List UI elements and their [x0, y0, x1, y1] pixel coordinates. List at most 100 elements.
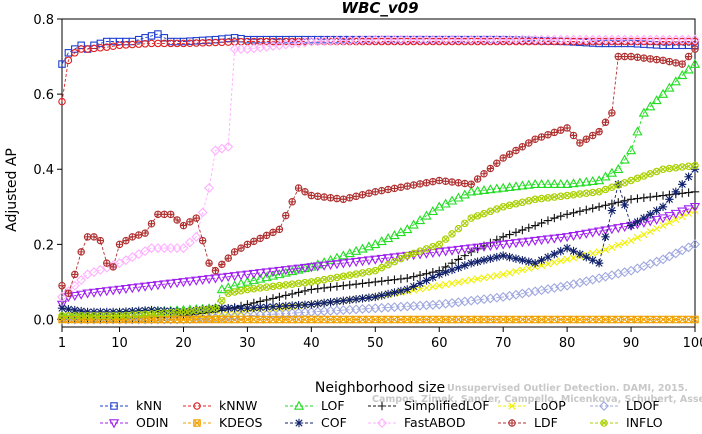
series-point — [550, 249, 559, 259]
series-point — [282, 211, 290, 220]
series-point — [448, 279, 456, 288]
series-point — [443, 236, 449, 242]
series-point — [638, 107, 649, 117]
series-point — [136, 311, 142, 318]
series-point — [645, 34, 656, 45]
series-point — [508, 419, 516, 427]
series-point — [504, 181, 515, 192]
series-point — [122, 236, 130, 245]
series-point — [684, 188, 693, 197]
series-point — [377, 418, 387, 428]
series-point — [517, 34, 528, 45]
series-point — [556, 126, 565, 134]
series-point — [71, 271, 78, 278]
series-point — [570, 192, 577, 198]
series-point — [530, 178, 541, 189]
series-point — [633, 234, 642, 242]
series-point — [229, 44, 240, 55]
series-point — [582, 135, 591, 143]
legend-item-knn: kNN — [100, 398, 162, 413]
series-point — [152, 281, 164, 291]
series-point — [473, 175, 482, 183]
series-point — [236, 304, 246, 313]
series-point — [556, 211, 565, 221]
series-point — [123, 312, 129, 318]
series-point — [91, 313, 97, 319]
series-point — [673, 165, 679, 171]
series-point — [632, 126, 643, 136]
series-point — [453, 34, 464, 45]
series-point — [250, 315, 258, 324]
axes: 1 10 20 30 40 50 60 70 80 90 100 0.0 0.2 0.4 0.6 0.8 — [33, 13, 702, 351]
series-point — [499, 270, 507, 279]
series-point — [102, 307, 111, 317]
series-point — [459, 245, 470, 255]
legend-item-lof: LOF — [285, 398, 345, 413]
series-point — [251, 286, 257, 292]
series-point — [583, 190, 589, 196]
series-point — [58, 60, 66, 68]
series-point — [268, 302, 278, 311]
series-point — [440, 34, 451, 45]
series-point — [460, 261, 470, 270]
series-point — [536, 34, 547, 45]
series-point — [614, 315, 623, 324]
series-point — [389, 253, 400, 263]
series-point — [576, 139, 584, 147]
series-point — [200, 307, 206, 313]
series-point — [518, 266, 526, 274]
series-point — [101, 287, 112, 297]
series-point — [569, 254, 578, 262]
series-point — [363, 256, 375, 266]
series-point — [626, 221, 636, 230]
series-point — [186, 218, 194, 226]
series-point — [167, 211, 174, 218]
series-point — [179, 221, 188, 230]
series-point — [639, 193, 649, 202]
series-point — [429, 283, 437, 291]
series-point — [159, 280, 170, 290]
series-point — [480, 170, 488, 178]
series-point — [371, 277, 380, 287]
series-point — [90, 233, 98, 241]
series-point — [423, 246, 430, 252]
series-point — [211, 304, 220, 312]
series-point — [69, 291, 80, 302]
series-point — [377, 291, 386, 300]
x-tick-label: 50 — [367, 336, 384, 351]
series-point — [250, 238, 258, 245]
series-point — [218, 296, 226, 305]
series-point — [77, 41, 85, 50]
series-point — [403, 285, 412, 294]
series-point — [499, 154, 507, 162]
series-point — [173, 216, 181, 224]
series-point — [302, 280, 308, 286]
series-point — [128, 307, 137, 316]
series-point — [133, 249, 144, 260]
series-point — [351, 295, 361, 304]
series-point — [467, 276, 475, 284]
series-point — [173, 216, 181, 224]
series-point — [140, 246, 151, 257]
series-point — [685, 53, 692, 60]
series-point — [116, 313, 123, 319]
series-point — [595, 127, 603, 136]
series-point — [510, 34, 521, 45]
series-point — [593, 227, 605, 237]
series-point — [357, 243, 368, 253]
series-point — [498, 232, 508, 242]
series-point — [606, 34, 617, 45]
series-point — [600, 226, 611, 236]
legend-label: LDOF — [626, 398, 660, 413]
series-point — [244, 241, 251, 248]
series-point — [459, 34, 470, 45]
series-point — [370, 34, 381, 45]
series-point — [174, 309, 180, 315]
series-point — [684, 172, 693, 181]
series-point — [658, 202, 668, 212]
series-point — [404, 253, 410, 259]
series-point — [678, 60, 686, 68]
series-point — [493, 205, 501, 213]
series-point — [551, 194, 557, 200]
series-point — [359, 191, 366, 198]
